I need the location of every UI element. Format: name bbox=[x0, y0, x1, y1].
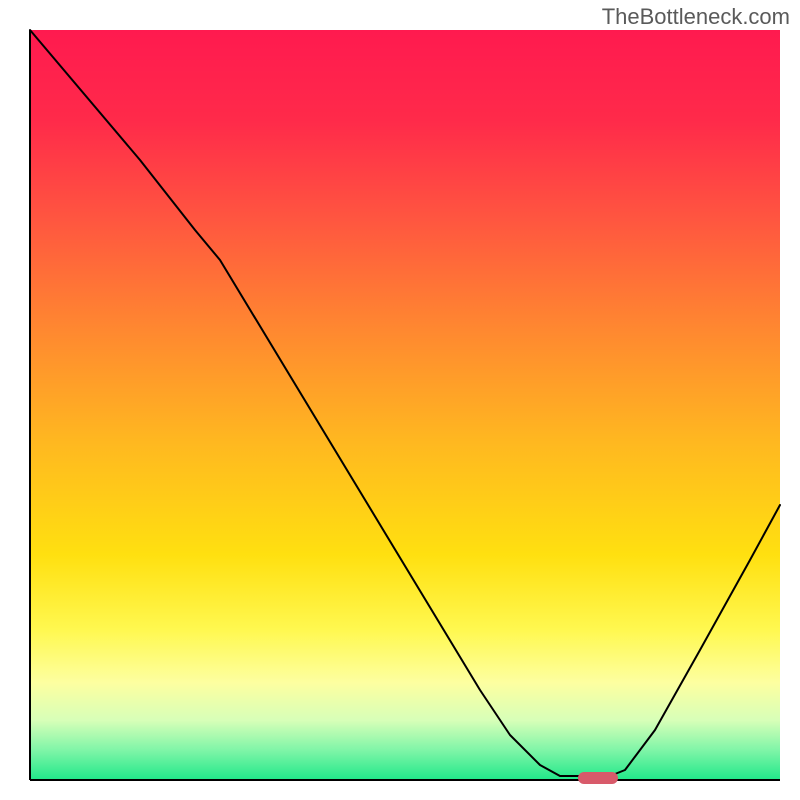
watermark-text: TheBottleneck.com bbox=[602, 4, 790, 30]
optimal-marker bbox=[578, 772, 618, 784]
chart-svg bbox=[0, 0, 800, 800]
bottleneck-chart: TheBottleneck.com bbox=[0, 0, 800, 800]
plot-background bbox=[30, 30, 780, 780]
